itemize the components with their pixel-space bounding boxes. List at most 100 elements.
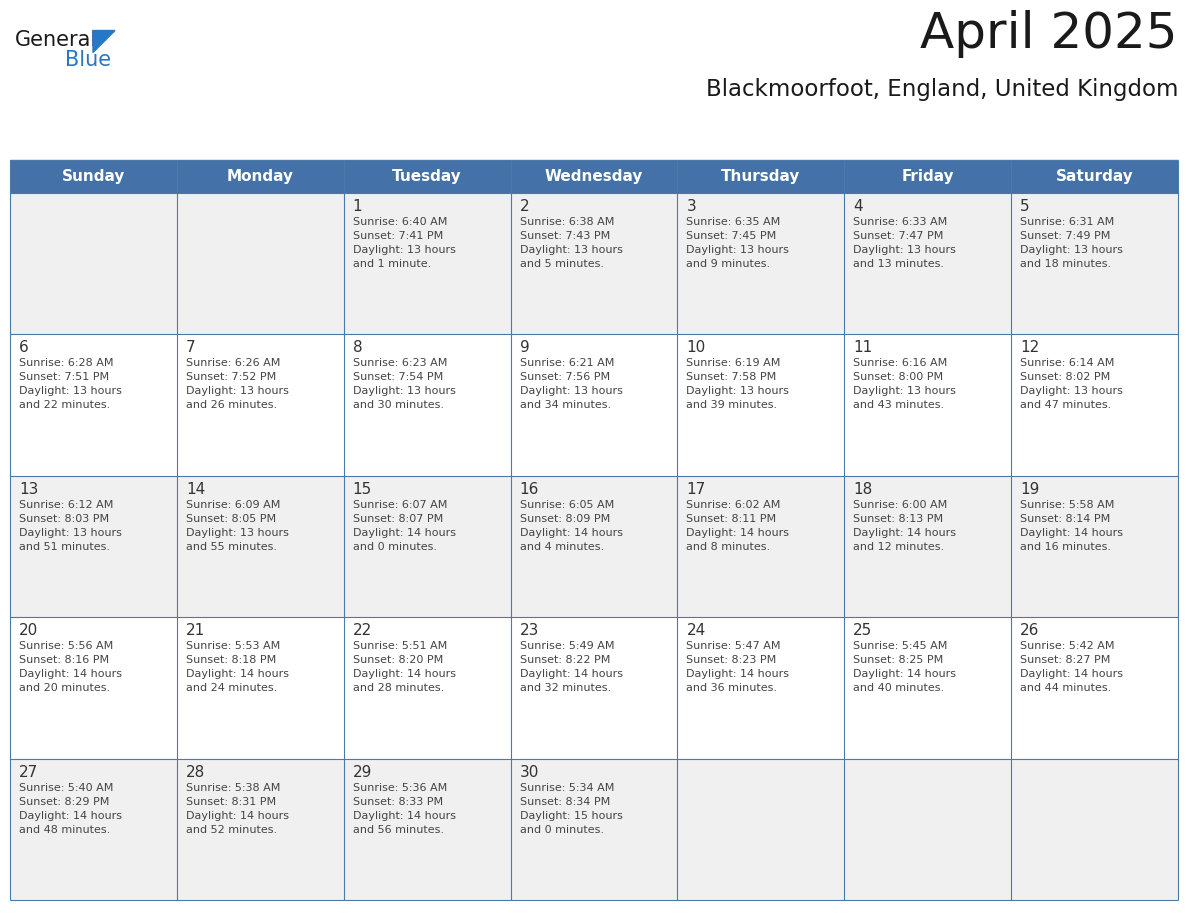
- Text: Wednesday: Wednesday: [545, 169, 643, 184]
- Text: Sunrise: 6:12 AM
Sunset: 8:03 PM
Daylight: 13 hours
and 51 minutes.: Sunrise: 6:12 AM Sunset: 8:03 PM Dayligh…: [19, 499, 122, 552]
- Bar: [343, 160, 511, 193]
- Text: Sunrise: 6:26 AM
Sunset: 7:52 PM
Daylight: 13 hours
and 26 minutes.: Sunrise: 6:26 AM Sunset: 7:52 PM Dayligh…: [185, 358, 289, 410]
- Text: Sunrise: 5:47 AM
Sunset: 8:23 PM
Daylight: 14 hours
and 36 minutes.: Sunrise: 5:47 AM Sunset: 8:23 PM Dayligh…: [687, 641, 790, 693]
- Bar: [177, 160, 343, 193]
- Text: 11: 11: [853, 341, 872, 355]
- Text: 26: 26: [1020, 623, 1040, 638]
- Text: Sunrise: 5:38 AM
Sunset: 8:31 PM
Daylight: 14 hours
and 52 minutes.: Sunrise: 5:38 AM Sunset: 8:31 PM Dayligh…: [185, 783, 289, 834]
- Text: 28: 28: [185, 765, 206, 779]
- Bar: [677, 334, 845, 476]
- Text: 5: 5: [1020, 199, 1030, 214]
- Bar: [343, 334, 511, 476]
- Text: Sunrise: 6:31 AM
Sunset: 7:49 PM
Daylight: 13 hours
and 18 minutes.: Sunrise: 6:31 AM Sunset: 7:49 PM Dayligh…: [1020, 217, 1123, 269]
- Text: 17: 17: [687, 482, 706, 497]
- Bar: [845, 334, 1011, 476]
- Text: 24: 24: [687, 623, 706, 638]
- Bar: [1011, 334, 1178, 476]
- Bar: [1011, 160, 1178, 193]
- Text: Friday: Friday: [902, 169, 954, 184]
- Text: 10: 10: [687, 341, 706, 355]
- Bar: [1011, 758, 1178, 900]
- Text: Sunrise: 5:53 AM
Sunset: 8:18 PM
Daylight: 14 hours
and 24 minutes.: Sunrise: 5:53 AM Sunset: 8:18 PM Dayligh…: [185, 641, 289, 693]
- Bar: [511, 160, 677, 193]
- Text: Blackmoorfoot, England, United Kingdom: Blackmoorfoot, England, United Kingdom: [706, 78, 1178, 101]
- Text: Sunrise: 6:28 AM
Sunset: 7:51 PM
Daylight: 13 hours
and 22 minutes.: Sunrise: 6:28 AM Sunset: 7:51 PM Dayligh…: [19, 358, 122, 410]
- Bar: [10, 617, 177, 758]
- Bar: [511, 758, 677, 900]
- Bar: [343, 617, 511, 758]
- Text: 6: 6: [19, 341, 29, 355]
- Bar: [177, 476, 343, 617]
- Text: 23: 23: [519, 623, 539, 638]
- Text: April 2025: April 2025: [921, 10, 1178, 58]
- Text: Blue: Blue: [65, 50, 112, 70]
- Bar: [10, 193, 177, 334]
- Bar: [1011, 617, 1178, 758]
- Bar: [343, 476, 511, 617]
- Text: Sunrise: 5:51 AM
Sunset: 8:20 PM
Daylight: 14 hours
and 28 minutes.: Sunrise: 5:51 AM Sunset: 8:20 PM Dayligh…: [353, 641, 456, 693]
- Bar: [511, 476, 677, 617]
- Text: Sunrise: 5:36 AM
Sunset: 8:33 PM
Daylight: 14 hours
and 56 minutes.: Sunrise: 5:36 AM Sunset: 8:33 PM Dayligh…: [353, 783, 456, 834]
- Text: 22: 22: [353, 623, 372, 638]
- Bar: [511, 193, 677, 334]
- Bar: [177, 193, 343, 334]
- Text: Sunday: Sunday: [62, 169, 125, 184]
- Text: Tuesday: Tuesday: [392, 169, 462, 184]
- Text: 18: 18: [853, 482, 872, 497]
- Text: 25: 25: [853, 623, 872, 638]
- Text: Sunrise: 6:05 AM
Sunset: 8:09 PM
Daylight: 14 hours
and 4 minutes.: Sunrise: 6:05 AM Sunset: 8:09 PM Dayligh…: [519, 499, 623, 552]
- Bar: [677, 160, 845, 193]
- Text: Sunrise: 5:42 AM
Sunset: 8:27 PM
Daylight: 14 hours
and 44 minutes.: Sunrise: 5:42 AM Sunset: 8:27 PM Dayligh…: [1020, 641, 1123, 693]
- Bar: [10, 476, 177, 617]
- Text: Sunrise: 5:58 AM
Sunset: 8:14 PM
Daylight: 14 hours
and 16 minutes.: Sunrise: 5:58 AM Sunset: 8:14 PM Dayligh…: [1020, 499, 1123, 552]
- Text: 3: 3: [687, 199, 696, 214]
- Bar: [10, 758, 177, 900]
- Text: Sunrise: 6:19 AM
Sunset: 7:58 PM
Daylight: 13 hours
and 39 minutes.: Sunrise: 6:19 AM Sunset: 7:58 PM Dayligh…: [687, 358, 789, 410]
- Text: 15: 15: [353, 482, 372, 497]
- Text: Sunrise: 6:02 AM
Sunset: 8:11 PM
Daylight: 14 hours
and 8 minutes.: Sunrise: 6:02 AM Sunset: 8:11 PM Dayligh…: [687, 499, 790, 552]
- Bar: [1011, 476, 1178, 617]
- Text: 8: 8: [353, 341, 362, 355]
- Text: 30: 30: [519, 765, 539, 779]
- Text: 13: 13: [19, 482, 38, 497]
- Text: 4: 4: [853, 199, 862, 214]
- Text: Monday: Monday: [227, 169, 293, 184]
- Bar: [10, 334, 177, 476]
- Bar: [343, 758, 511, 900]
- Polygon shape: [93, 30, 115, 52]
- Text: General: General: [15, 30, 97, 50]
- Text: 29: 29: [353, 765, 372, 779]
- Bar: [845, 758, 1011, 900]
- Text: Sunrise: 6:07 AM
Sunset: 8:07 PM
Daylight: 14 hours
and 0 minutes.: Sunrise: 6:07 AM Sunset: 8:07 PM Dayligh…: [353, 499, 456, 552]
- Bar: [177, 334, 343, 476]
- Bar: [845, 476, 1011, 617]
- Text: 16: 16: [519, 482, 539, 497]
- Text: Sunrise: 6:35 AM
Sunset: 7:45 PM
Daylight: 13 hours
and 9 minutes.: Sunrise: 6:35 AM Sunset: 7:45 PM Dayligh…: [687, 217, 789, 269]
- Text: Sunrise: 5:56 AM
Sunset: 8:16 PM
Daylight: 14 hours
and 20 minutes.: Sunrise: 5:56 AM Sunset: 8:16 PM Dayligh…: [19, 641, 122, 693]
- Bar: [845, 617, 1011, 758]
- Text: 2: 2: [519, 199, 529, 214]
- Bar: [511, 617, 677, 758]
- Bar: [177, 617, 343, 758]
- Text: 20: 20: [19, 623, 38, 638]
- Text: Sunrise: 6:14 AM
Sunset: 8:02 PM
Daylight: 13 hours
and 47 minutes.: Sunrise: 6:14 AM Sunset: 8:02 PM Dayligh…: [1020, 358, 1123, 410]
- Text: Sunrise: 6:00 AM
Sunset: 8:13 PM
Daylight: 14 hours
and 12 minutes.: Sunrise: 6:00 AM Sunset: 8:13 PM Dayligh…: [853, 499, 956, 552]
- Text: 12: 12: [1020, 341, 1040, 355]
- Bar: [677, 617, 845, 758]
- Text: 19: 19: [1020, 482, 1040, 497]
- Text: 7: 7: [185, 341, 196, 355]
- Text: Sunrise: 5:45 AM
Sunset: 8:25 PM
Daylight: 14 hours
and 40 minutes.: Sunrise: 5:45 AM Sunset: 8:25 PM Dayligh…: [853, 641, 956, 693]
- Bar: [511, 334, 677, 476]
- Text: Saturday: Saturday: [1056, 169, 1133, 184]
- Bar: [845, 193, 1011, 334]
- Text: 27: 27: [19, 765, 38, 779]
- Bar: [1011, 193, 1178, 334]
- Text: 14: 14: [185, 482, 206, 497]
- Text: Sunrise: 6:21 AM
Sunset: 7:56 PM
Daylight: 13 hours
and 34 minutes.: Sunrise: 6:21 AM Sunset: 7:56 PM Dayligh…: [519, 358, 623, 410]
- Text: Sunrise: 6:09 AM
Sunset: 8:05 PM
Daylight: 13 hours
and 55 minutes.: Sunrise: 6:09 AM Sunset: 8:05 PM Dayligh…: [185, 499, 289, 552]
- Text: Sunrise: 6:40 AM
Sunset: 7:41 PM
Daylight: 13 hours
and 1 minute.: Sunrise: 6:40 AM Sunset: 7:41 PM Dayligh…: [353, 217, 455, 269]
- Bar: [677, 476, 845, 617]
- Text: Sunrise: 6:38 AM
Sunset: 7:43 PM
Daylight: 13 hours
and 5 minutes.: Sunrise: 6:38 AM Sunset: 7:43 PM Dayligh…: [519, 217, 623, 269]
- Text: Sunrise: 5:34 AM
Sunset: 8:34 PM
Daylight: 15 hours
and 0 minutes.: Sunrise: 5:34 AM Sunset: 8:34 PM Dayligh…: [519, 783, 623, 834]
- Bar: [677, 193, 845, 334]
